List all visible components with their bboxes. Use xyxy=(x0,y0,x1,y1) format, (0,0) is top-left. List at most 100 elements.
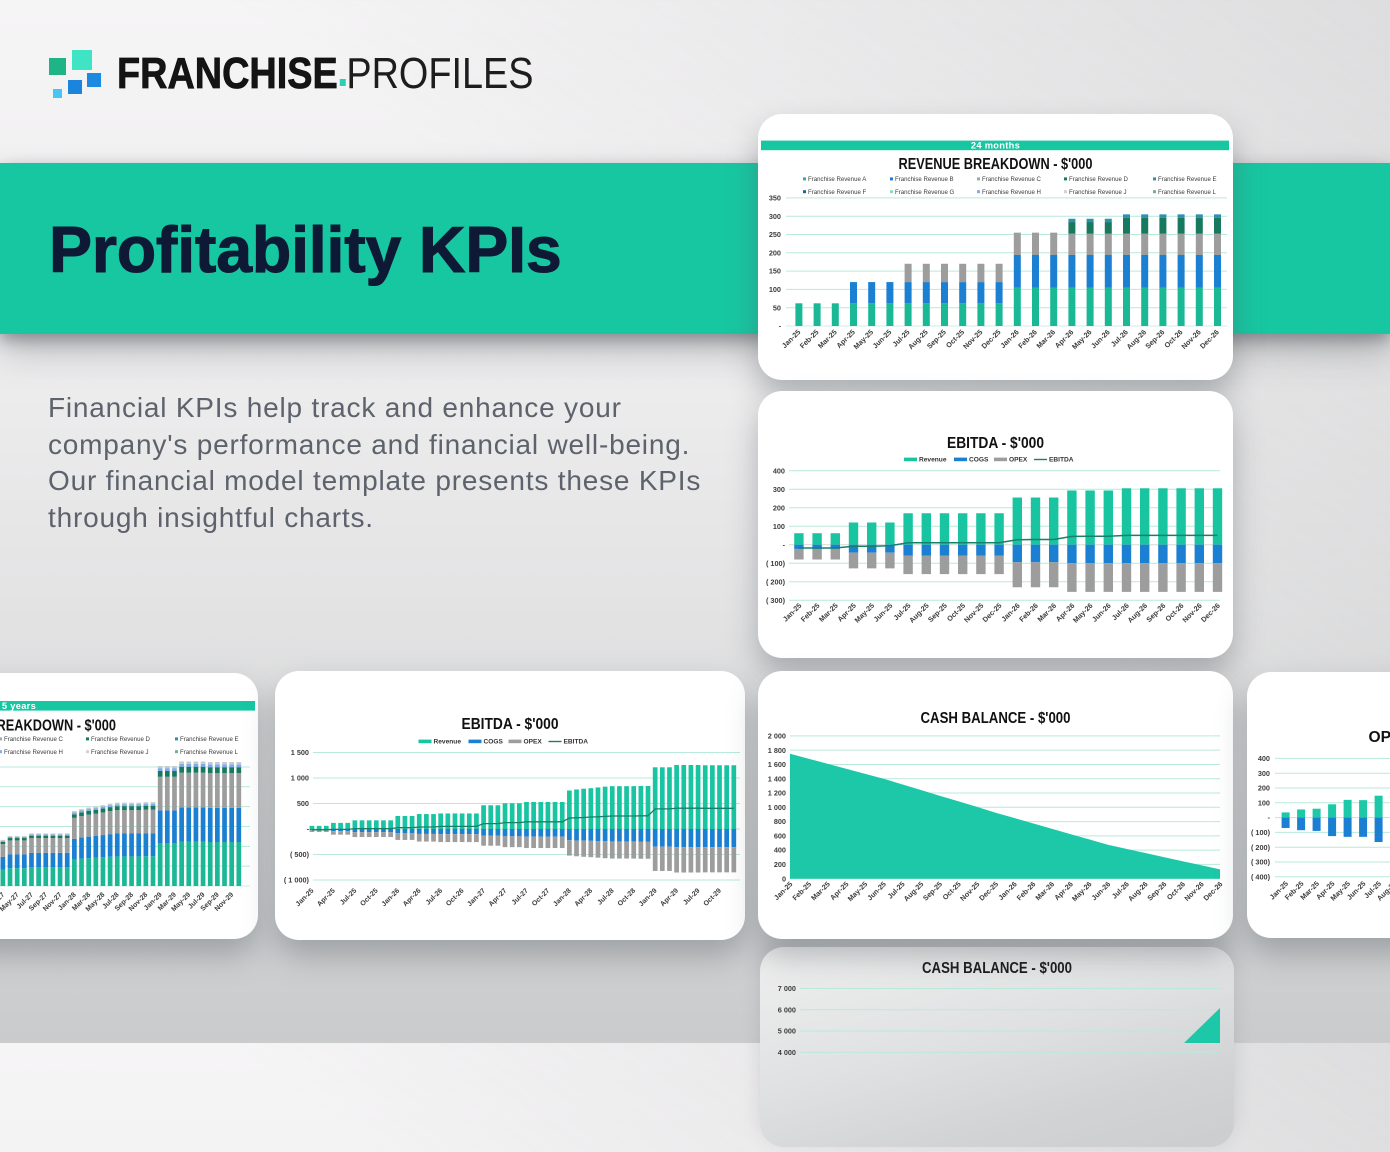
svg-text:1 000: 1 000 xyxy=(768,803,786,812)
svg-text:Feb-26: Feb-26 xyxy=(1015,880,1038,903)
svg-text:OPEX: OPEX xyxy=(1009,456,1028,463)
svg-text:Franchise Revenue J: Franchise Revenue J xyxy=(1069,189,1127,196)
svg-text:EBITDA - $'000: EBITDA - $'000 xyxy=(947,435,1044,452)
svg-text:Franchise Revenue L: Franchise Revenue L xyxy=(1158,189,1217,196)
svg-text:400: 400 xyxy=(773,466,785,475)
svg-text:( 300): ( 300) xyxy=(766,596,786,605)
svg-text:( 1 000): ( 1 000) xyxy=(284,876,310,885)
svg-text:Sep-25: Sep-25 xyxy=(926,601,949,624)
svg-text:OPEX: OPEX xyxy=(524,738,543,745)
svg-text:600: 600 xyxy=(774,832,786,841)
svg-text:Dec-25: Dec-25 xyxy=(977,880,1000,903)
svg-text:100: 100 xyxy=(1258,798,1270,807)
svg-text:1 800: 1 800 xyxy=(768,746,786,755)
svg-text:2 000: 2 000 xyxy=(768,732,786,741)
svg-text:Sep-26: Sep-26 xyxy=(1145,880,1168,903)
svg-text:Jan-26: Jan-26 xyxy=(998,328,1020,350)
svg-text:May-26: May-26 xyxy=(1070,328,1094,352)
svg-text:Aug-26: Aug-26 xyxy=(1125,328,1149,352)
svg-text:1 200: 1 200 xyxy=(768,789,786,798)
svg-text:6 000: 6 000 xyxy=(778,1005,796,1014)
svg-text:50: 50 xyxy=(773,303,781,312)
svg-text:Revenue: Revenue xyxy=(434,738,462,745)
svg-text:CASH BALANCE - $'000: CASH BALANCE - $'000 xyxy=(922,960,1072,977)
svg-text:1 400: 1 400 xyxy=(768,774,786,783)
svg-text:REVENUE BREAKDOWN - $'000: REVENUE BREAKDOWN - $'000 xyxy=(899,156,1093,173)
svg-text:Aug-25: Aug-25 xyxy=(907,601,931,625)
svg-text:800: 800 xyxy=(774,817,786,826)
svg-text:Mar-26: Mar-26 xyxy=(1034,328,1057,351)
svg-text:200: 200 xyxy=(774,860,786,869)
svg-text:-: - xyxy=(307,825,310,834)
svg-text:Apr-25: Apr-25 xyxy=(316,887,337,908)
svg-text:May-25: May-25 xyxy=(853,601,877,625)
svg-text:Franchise Revenue D: Franchise Revenue D xyxy=(1069,176,1129,183)
svg-text:Aug-25: Aug-25 xyxy=(902,880,926,904)
svg-text:Revenue: Revenue xyxy=(919,456,947,463)
svg-text:Apr-27: Apr-27 xyxy=(488,887,509,908)
svg-text:May-25: May-25 xyxy=(852,328,876,352)
svg-text:COGS: COGS xyxy=(969,456,989,463)
svg-text:Jun-26: Jun-26 xyxy=(1089,328,1112,351)
svg-text:COGS: COGS xyxy=(484,738,504,745)
svg-text:Oct-25: Oct-25 xyxy=(359,887,379,907)
svg-text:Mar-25: Mar-25 xyxy=(809,880,832,903)
svg-text:Feb-26: Feb-26 xyxy=(1017,601,1040,624)
svg-text:4 000: 4 000 xyxy=(778,1048,796,1057)
svg-text:May-26: May-26 xyxy=(1070,880,1094,904)
svg-text:Jan-28: Jan-28 xyxy=(552,887,573,908)
svg-text:-: - xyxy=(783,540,786,549)
svg-text:Oct-29: Oct-29 xyxy=(703,887,723,907)
svg-text:Jan-25: Jan-25 xyxy=(780,328,802,350)
svg-text:May-26: May-26 xyxy=(1071,601,1095,625)
svg-text:200: 200 xyxy=(1258,784,1270,793)
svg-text:Jan-29: Jan-29 xyxy=(638,887,659,908)
svg-text:Mar-26: Mar-26 xyxy=(1033,880,1056,903)
svg-text:EBITDA: EBITDA xyxy=(1049,456,1074,463)
svg-text:Nov-25: Nov-25 xyxy=(961,328,984,351)
svg-text:Oct-27: Oct-27 xyxy=(531,887,551,907)
svg-text:Jun-25: Jun-25 xyxy=(865,880,888,903)
svg-text:Jan-26: Jan-26 xyxy=(999,601,1021,623)
svg-text:350: 350 xyxy=(769,194,781,203)
svg-text:Sep-25: Sep-25 xyxy=(921,880,944,903)
svg-text:Dec-26: Dec-26 xyxy=(1201,880,1224,903)
svg-text:Franchise Revenue J: Franchise Revenue J xyxy=(91,749,149,756)
svg-text:Jul-25: Jul-25 xyxy=(339,887,358,906)
svg-text:150: 150 xyxy=(769,267,781,276)
svg-text:( 200): ( 200) xyxy=(1251,843,1271,852)
svg-text:( 500): ( 500) xyxy=(290,850,310,859)
svg-text:Jul-27: Jul-27 xyxy=(511,887,530,906)
svg-text:Oct-28: Oct-28 xyxy=(617,887,637,907)
svg-text:Franchise Revenue B: Franchise Revenue B xyxy=(895,176,954,183)
svg-text:Franchise Revenue G: Franchise Revenue G xyxy=(895,189,955,196)
svg-text:Jun-26: Jun-26 xyxy=(1089,880,1112,903)
svg-text:Jan-26: Jan-26 xyxy=(996,880,1018,902)
svg-text:Sep-25: Sep-25 xyxy=(925,328,948,351)
svg-text:Mar-25: Mar-25 xyxy=(817,601,840,624)
svg-text:200: 200 xyxy=(773,503,785,512)
svg-text:Jul-29: Jul-29 xyxy=(682,887,701,906)
svg-text:400: 400 xyxy=(774,846,786,855)
svg-text:24 months: 24 months xyxy=(971,140,1020,150)
svg-text:Feb-26: Feb-26 xyxy=(1016,328,1039,351)
svg-text:Jan-27: Jan-27 xyxy=(466,887,487,908)
svg-text:Franchise Revenue C: Franchise Revenue C xyxy=(4,736,64,743)
svg-text:300: 300 xyxy=(773,485,785,494)
svg-text:Aug-25: Aug-25 xyxy=(906,328,930,352)
svg-text:Sep-26: Sep-26 xyxy=(1144,601,1167,624)
svg-text:( 200): ( 200) xyxy=(766,577,786,586)
svg-text:500: 500 xyxy=(297,799,309,808)
svg-text:Dec-25: Dec-25 xyxy=(980,601,1003,624)
svg-text:Jun-25: Jun-25 xyxy=(871,328,894,351)
svg-text:EBITDA: EBITDA xyxy=(564,738,589,745)
svg-text:Franchise Revenue L: Franchise Revenue L xyxy=(180,749,239,756)
svg-text:Nov-26: Nov-26 xyxy=(1182,880,1205,903)
svg-text:Aug-26: Aug-26 xyxy=(1126,601,1150,625)
svg-text:5 years: 5 years xyxy=(2,701,36,711)
svg-text:Jul-28: Jul-28 xyxy=(596,887,615,906)
svg-text:Nov-26: Nov-26 xyxy=(1179,328,1202,351)
svg-text:Nov-25: Nov-25 xyxy=(962,601,985,624)
svg-text:Feb-25: Feb-25 xyxy=(798,328,821,351)
svg-text:1 000: 1 000 xyxy=(291,774,309,783)
